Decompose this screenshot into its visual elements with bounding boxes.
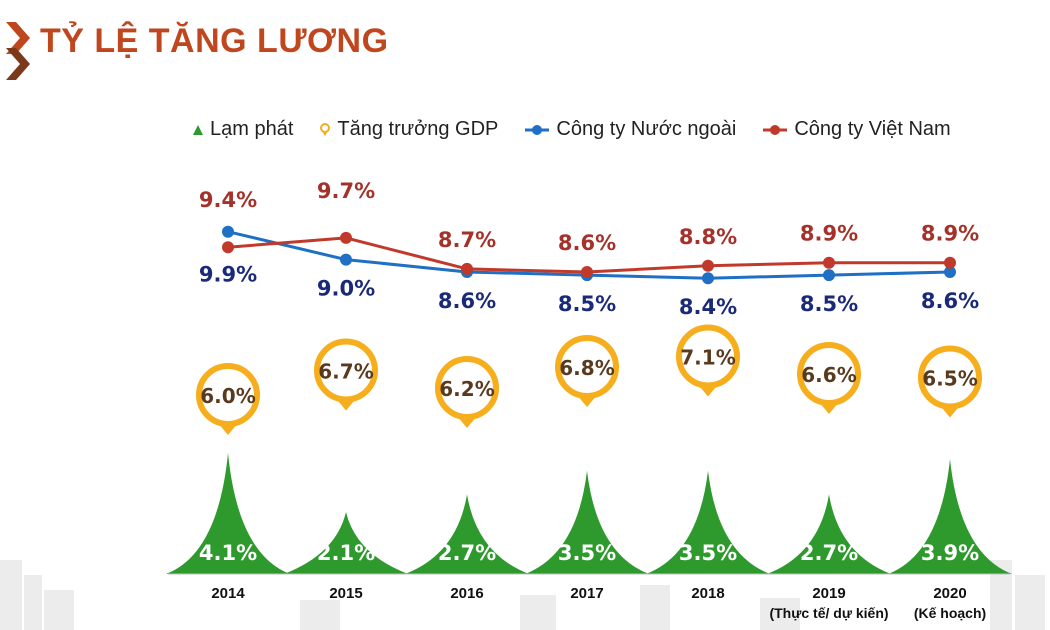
gdp-pin	[797, 342, 861, 406]
skyline-building	[760, 598, 800, 630]
inflation-label: 2.7%	[438, 541, 496, 565]
vietnam-label: 8.7%	[438, 228, 496, 252]
x-tick-note: (Kế hoạch)	[914, 605, 986, 621]
gdp-pin	[314, 338, 378, 403]
x-tick-label: 2015	[329, 585, 362, 602]
legend-foreign: Công ty Nước ngoài	[524, 118, 736, 141]
gdp-pin	[196, 363, 260, 427]
inflation-peak	[284, 512, 408, 574]
inflation-label: 3.5%	[679, 541, 737, 565]
vietnam-point	[581, 266, 593, 278]
line-marker-icon	[525, 124, 550, 135]
inflation-label: 2.1%	[317, 541, 375, 565]
legend-vietnam-label: Công ty Việt Nam	[794, 118, 951, 140]
inflation-peak	[525, 470, 649, 574]
vietnam-point	[461, 262, 473, 275]
skyline-building	[1015, 575, 1045, 630]
skyline-building	[300, 600, 340, 630]
gdp-label: 6.7%	[318, 360, 373, 384]
legend-vietnam: Công ty Việt Nam	[762, 118, 951, 141]
inflation-label: 2.7%	[800, 541, 858, 565]
foreign-label: 8.6%	[921, 289, 979, 313]
legend-gdp: Tăng trưởng GDP	[319, 118, 498, 141]
page-title: TỶ LỆ TĂNG LƯƠNG	[40, 22, 389, 60]
gdp-label: 6.6%	[801, 363, 856, 387]
legend-foreign-label: Công ty Nước ngoài	[556, 118, 737, 140]
x-tick-label: 2017	[570, 585, 603, 602]
line-marker-icon	[763, 124, 788, 135]
foreign-label: 8.4%	[679, 295, 737, 319]
vietnam-point	[823, 256, 835, 269]
inflation-label: 3.5%	[558, 541, 616, 565]
vietnam-label: 8.6%	[558, 231, 616, 255]
vietnam-label: 8.9%	[921, 222, 979, 246]
legend-inflation: Lạm phát	[192, 118, 293, 141]
inflation-peak	[405, 494, 529, 574]
pin-icon	[320, 122, 331, 136]
logo-chevron-icon	[6, 22, 30, 80]
skyline-building	[520, 595, 556, 630]
foreign-label: 8.5%	[558, 292, 616, 316]
foreign-point	[340, 253, 352, 266]
gdp-label: 6.8%	[559, 356, 614, 380]
x-tick-label: 2020	[933, 585, 966, 602]
vietnam-point	[340, 231, 352, 244]
skyline-building	[640, 585, 670, 630]
vietnam-label: 9.7%	[317, 179, 375, 203]
foreign-label: 8.6%	[438, 289, 496, 313]
vietnam-label: 8.8%	[679, 225, 737, 249]
inflation-peak	[166, 453, 290, 574]
legend: Lạm phát Tăng trưởng GDP Công ty Nước ng…	[192, 118, 951, 141]
triangle-icon	[193, 124, 203, 135]
skyline-building	[0, 560, 22, 630]
vietnam-point	[944, 256, 956, 269]
gdp-pin	[918, 345, 982, 410]
gdp-label: 6.5%	[922, 367, 977, 391]
foreign-label: 9.9%	[199, 263, 257, 287]
x-tick-note: (Thực tế/ dự kiến)	[769, 605, 888, 621]
skyline-building	[44, 590, 74, 630]
foreign-label: 9.0%	[317, 277, 375, 301]
inflation-label: 3.9%	[921, 541, 979, 565]
inflation-peak	[888, 458, 1012, 574]
gdp-pin	[555, 335, 619, 399]
inflation-label: 4.1%	[199, 541, 257, 565]
x-tick-label: 2019	[812, 585, 845, 602]
foreign-point	[222, 225, 234, 238]
foreign-point	[944, 266, 956, 278]
vietnam-label: 8.9%	[800, 222, 858, 246]
foreign-label: 8.5%	[800, 292, 858, 316]
x-tick-label: 2016	[450, 585, 483, 602]
gdp-label: 7.1%	[680, 346, 735, 370]
skyline-building	[990, 560, 1012, 630]
foreign-point	[823, 269, 835, 282]
gdp-pin	[435, 356, 499, 420]
x-tick-label: 2018	[691, 585, 724, 602]
gdp-label: 6.2%	[439, 377, 494, 401]
vietnam-point	[702, 259, 714, 272]
legend-inflation-label: Lạm phát	[210, 118, 294, 140]
vietnam-point	[222, 241, 234, 254]
inflation-peak	[646, 470, 770, 574]
gdp-pin	[676, 324, 740, 389]
foreign-point	[702, 272, 714, 285]
skyline-building	[24, 575, 42, 630]
legend-gdp-label: Tăng trưởng GDP	[337, 118, 499, 140]
vietnam-label: 9.4%	[199, 188, 257, 212]
gdp-label: 6.0%	[200, 384, 255, 408]
inflation-peak	[767, 494, 891, 574]
x-tick-label: 2014	[211, 585, 245, 602]
